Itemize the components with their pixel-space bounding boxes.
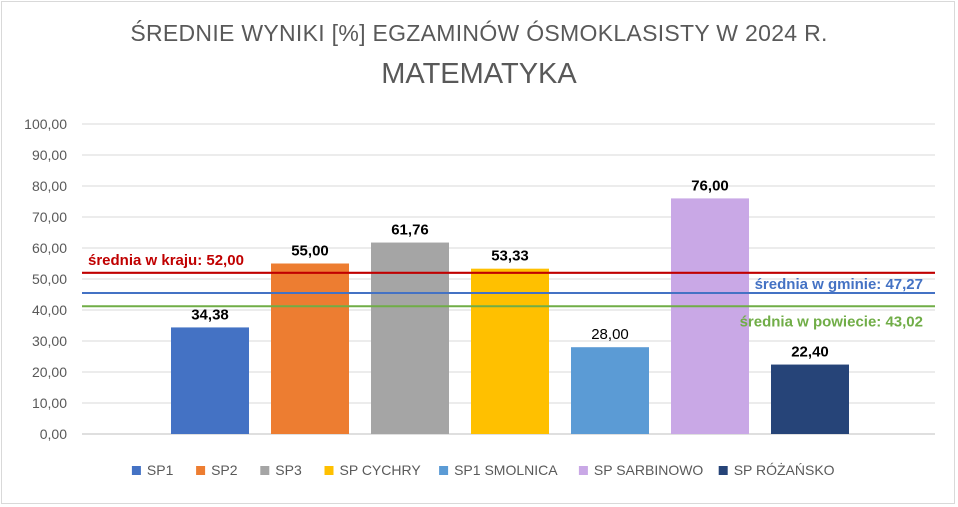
legend-label: SP1 SMOLNICA <box>454 462 558 478</box>
bar <box>371 242 449 434</box>
y-tick-label: 80,00 <box>32 178 67 194</box>
data-label: 61,76 <box>391 222 429 239</box>
legend-label: SP SARBINOWO <box>594 462 704 478</box>
y-tick-label: 50,00 <box>32 271 67 287</box>
legend-label: SP CYCHRY <box>340 462 422 478</box>
bar <box>571 347 649 434</box>
y-tick-label: 10,00 <box>32 395 67 411</box>
y-tick-label: 90,00 <box>32 147 67 163</box>
reference-line-label: średnia w kraju: 52,00 <box>88 252 244 269</box>
data-label: 53,33 <box>491 248 529 265</box>
y-tick-label: 20,00 <box>32 364 67 380</box>
bar <box>671 198 749 434</box>
y-tick-label: 40,00 <box>32 302 67 318</box>
data-label: 55,00 <box>291 243 329 260</box>
legend-swatch <box>260 466 270 475</box>
legend-swatch <box>578 466 588 475</box>
legend-label: SP RÓŻAŃSKO <box>734 461 835 478</box>
y-tick-label: 100,00 <box>24 116 67 132</box>
legend-label: SP1 <box>147 462 174 478</box>
bar <box>271 263 349 434</box>
chart-subtitle: MATEMATYKA <box>381 58 577 90</box>
legend-swatch <box>718 466 728 475</box>
y-tick-label: 60,00 <box>32 240 67 256</box>
data-label: 34,38 <box>191 306 229 323</box>
y-tick-label: 0,00 <box>40 426 67 442</box>
bar <box>171 327 249 434</box>
reference-line-label: średnia w gminie: 47,27 <box>755 276 923 293</box>
legend-swatch <box>196 466 206 475</box>
chart-title: ŚREDNIE WYNIKI [%] EGZAMINÓW ÓSMOKLASIST… <box>130 20 828 46</box>
reference-line-label: średnia w powiecie: 43,02 <box>740 313 923 330</box>
legend-label: SP2 <box>211 462 238 478</box>
legend-swatch <box>131 466 141 475</box>
data-label: 22,40 <box>791 344 829 361</box>
y-tick-label: 30,00 <box>32 333 67 349</box>
legend-swatch <box>439 466 449 475</box>
legend-swatch <box>324 466 334 475</box>
bar <box>471 268 549 434</box>
data-label: 28,00 <box>591 326 629 343</box>
legend-label: SP3 <box>275 462 302 478</box>
bar <box>771 364 849 434</box>
y-tick-label: 70,00 <box>32 209 67 225</box>
data-label: 76,00 <box>691 177 729 194</box>
